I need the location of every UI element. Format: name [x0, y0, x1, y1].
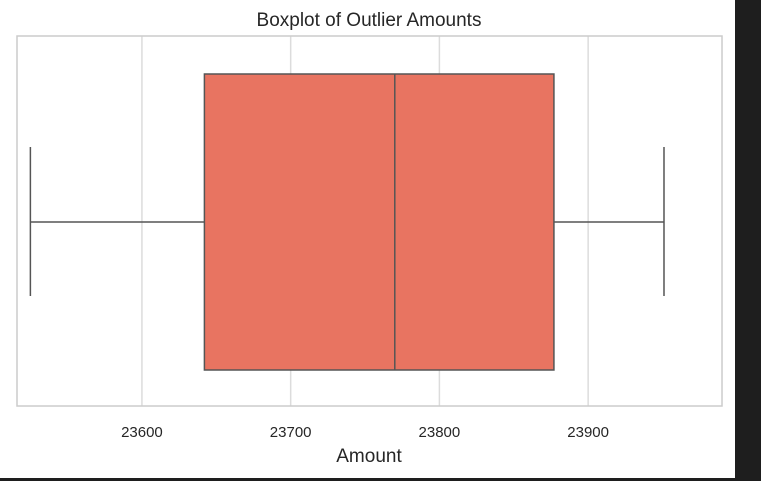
x-tick-label-23700: 23700 [270, 424, 312, 441]
plot-frame [16, 35, 723, 407]
box-iqr [203, 73, 555, 371]
x-axis-ticks: 23600 23700 23800 23900 [121, 424, 609, 441]
boxplot-chart: Boxplot of Outlier Amounts 23600 23700 238… [16, 10, 723, 467]
x-tick-label-23600: 23600 [121, 424, 163, 441]
chart-title: Boxplot of Outlier Amounts [257, 10, 482, 31]
figure: Boxplot of Outlier Amounts 23600 23700 238… [0, 0, 735, 478]
x-axis-label: Amount [336, 446, 402, 467]
x-tick-label-23900: 23900 [567, 424, 609, 441]
box [203, 73, 555, 371]
x-tick-label-23800: 23800 [419, 424, 461, 441]
whiskers [29, 147, 665, 296]
